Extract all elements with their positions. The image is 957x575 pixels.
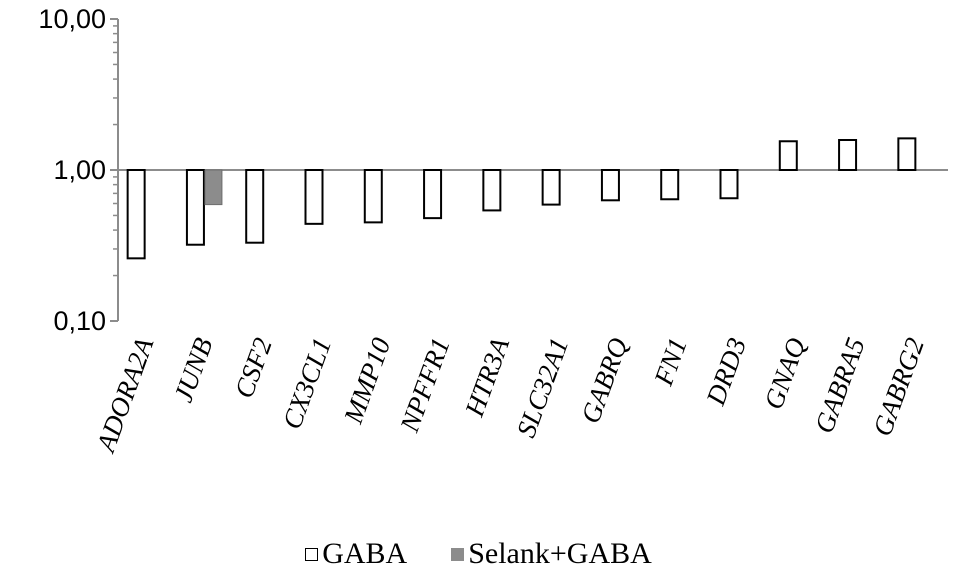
legend-swatch-gaba [305,547,319,561]
bar-gaba [838,139,858,171]
legend: GABA Selank+GABA [0,534,957,574]
bar-gaba [245,169,265,244]
y-tick-label: 1,00 [53,155,106,185]
legend-label-selank-gaba: Selank+GABA [468,537,652,570]
category-label: ADORA2A [90,333,160,457]
bar-gaba [600,169,620,202]
bar-gaba [304,169,324,225]
bar-gaba [778,140,798,172]
legend-item-gaba: GABA [305,537,407,571]
bar-gaba [363,169,383,224]
category-label: MMP10 [338,333,397,428]
category-label: SLC32A1 [511,334,575,442]
bar-gaba [719,169,739,200]
bar-gaba [185,169,205,246]
bar-gaba [541,169,561,206]
bar-gaba [126,169,146,260]
category-label: JUNB [168,334,219,406]
category-label: GABRQ [575,334,633,427]
category-label: DRD3 [700,334,752,410]
category-label: GABRG2 [867,334,930,440]
bar-selank-gaba [204,169,223,206]
y-tick-label: 0,10 [53,306,106,336]
category-label: NPFFR1 [394,334,456,437]
category-label: CX3CL1 [277,334,338,433]
y-tick-label: 10,00 [38,4,106,34]
category-label: GNAQ [758,334,811,413]
category-label: GABRA5 [809,334,871,437]
category-label: FN1 [648,334,693,390]
category-label: CSF2 [229,334,278,402]
legend-item-selank-gaba: Selank+GABA [451,537,652,571]
legend-swatch-selank-gaba [451,547,465,561]
category-label: HTR3A [459,333,515,421]
bar-gaba [482,169,502,212]
legend-label-gaba: GABA [322,537,408,570]
bar-gaba [897,137,917,172]
bar-gaba [660,169,680,201]
bar-gaba [423,169,443,220]
